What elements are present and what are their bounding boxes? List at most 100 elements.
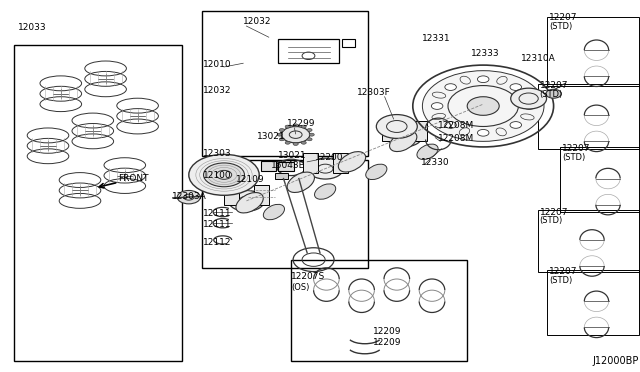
Bar	[333, 153, 348, 173]
Circle shape	[307, 129, 312, 131]
Ellipse shape	[236, 193, 263, 213]
Bar	[538, 84, 639, 149]
Text: 12207S: 12207S	[291, 272, 326, 281]
Text: 12032: 12032	[243, 17, 272, 26]
Circle shape	[477, 129, 489, 136]
Bar	[14, 45, 182, 361]
Text: 12207: 12207	[549, 13, 578, 22]
Circle shape	[524, 103, 535, 109]
Text: 12299: 12299	[287, 119, 316, 128]
Text: 12208M: 12208M	[438, 134, 474, 143]
Circle shape	[285, 125, 291, 128]
Bar	[278, 39, 339, 63]
Bar	[303, 153, 317, 173]
Circle shape	[293, 124, 298, 127]
Text: 12111: 12111	[203, 220, 232, 229]
Text: 12333: 12333	[471, 49, 500, 58]
Text: 12331: 12331	[422, 34, 451, 43]
Circle shape	[285, 141, 291, 144]
Text: 12208M: 12208M	[438, 121, 474, 130]
Circle shape	[309, 133, 314, 136]
Circle shape	[422, 71, 544, 141]
Text: 12207: 12207	[549, 267, 578, 276]
Text: 12112: 12112	[203, 238, 232, 247]
Bar	[560, 147, 639, 212]
Text: 13021: 13021	[278, 151, 307, 160]
Circle shape	[279, 138, 284, 141]
Text: 12303F: 12303F	[357, 88, 391, 97]
Bar	[547, 270, 639, 335]
Text: 12207: 12207	[540, 81, 568, 90]
Circle shape	[387, 126, 422, 147]
Text: 15043E: 15043E	[271, 161, 306, 170]
Text: 12200: 12200	[315, 153, 344, 162]
Text: (STD): (STD)	[540, 90, 563, 99]
Circle shape	[376, 115, 417, 138]
Bar	[342, 39, 355, 46]
Ellipse shape	[339, 152, 365, 172]
Bar	[202, 11, 368, 156]
Circle shape	[465, 94, 501, 115]
Circle shape	[228, 190, 264, 211]
Circle shape	[204, 163, 244, 187]
Text: 12032: 12032	[203, 86, 232, 95]
Bar	[278, 162, 294, 171]
Text: (STD): (STD)	[562, 153, 585, 162]
Circle shape	[301, 141, 307, 144]
Text: 12207: 12207	[562, 144, 591, 153]
Circle shape	[277, 133, 282, 136]
Text: 12111: 12111	[203, 209, 232, 218]
Circle shape	[307, 138, 312, 141]
Bar	[254, 185, 269, 205]
Text: 13021: 13021	[257, 132, 286, 141]
Circle shape	[431, 103, 443, 109]
Text: 12330: 12330	[421, 158, 450, 167]
Circle shape	[510, 84, 522, 90]
Ellipse shape	[287, 172, 314, 192]
Text: 12033: 12033	[18, 23, 47, 32]
Text: 12303: 12303	[203, 149, 232, 158]
Ellipse shape	[365, 164, 387, 180]
Bar	[382, 121, 397, 141]
Ellipse shape	[417, 144, 438, 160]
Circle shape	[282, 126, 310, 143]
Circle shape	[279, 129, 284, 131]
Text: 12207: 12207	[540, 208, 568, 217]
Text: (OS): (OS)	[291, 283, 310, 292]
Text: 12010: 12010	[203, 60, 232, 69]
Circle shape	[445, 122, 456, 128]
Text: FRONT: FRONT	[118, 174, 149, 183]
Ellipse shape	[314, 184, 336, 199]
Text: 12310A: 12310A	[521, 54, 556, 63]
Text: (STD): (STD)	[549, 22, 572, 31]
Bar	[202, 160, 368, 268]
Bar	[275, 173, 288, 179]
Ellipse shape	[441, 113, 468, 133]
Circle shape	[467, 97, 499, 115]
Bar	[538, 210, 639, 272]
Circle shape	[177, 190, 200, 204]
Text: (STD): (STD)	[540, 217, 563, 225]
Bar	[261, 161, 276, 171]
Circle shape	[445, 84, 456, 90]
Text: 12303A: 12303A	[172, 192, 206, 201]
Text: 12209: 12209	[372, 327, 401, 336]
Bar	[547, 17, 639, 86]
Ellipse shape	[390, 131, 417, 151]
Bar	[224, 185, 239, 205]
Text: J12000BP: J12000BP	[593, 356, 639, 366]
Circle shape	[301, 125, 307, 128]
Bar	[291, 260, 467, 361]
Text: 12209: 12209	[372, 338, 401, 347]
Bar	[461, 89, 476, 109]
Circle shape	[511, 88, 547, 109]
Circle shape	[546, 89, 561, 98]
Text: (STD): (STD)	[549, 276, 572, 285]
Text: 12100: 12100	[203, 171, 232, 180]
Circle shape	[477, 76, 489, 83]
Text: 12109: 12109	[236, 175, 264, 184]
Circle shape	[510, 122, 522, 128]
Circle shape	[307, 158, 343, 179]
Ellipse shape	[263, 204, 285, 220]
Bar	[412, 121, 427, 141]
